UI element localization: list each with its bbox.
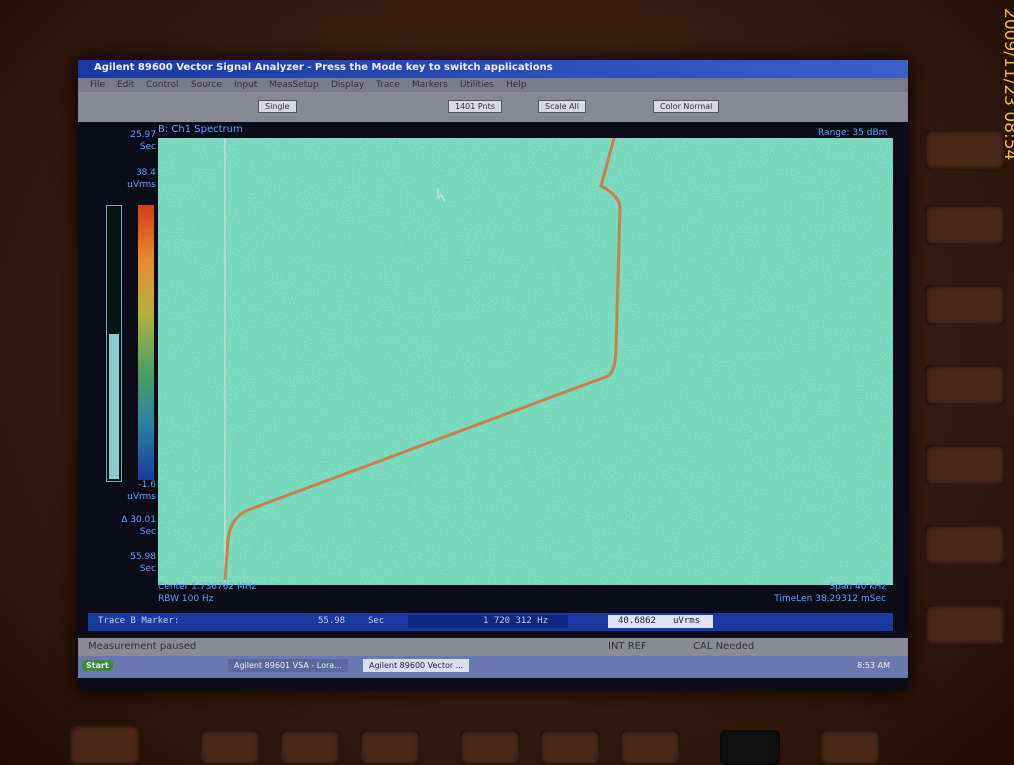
side-key: [925, 445, 1005, 485]
level-bar: [106, 205, 122, 482]
toolbar-control[interactable]: Single: [258, 100, 297, 113]
front-key: [280, 730, 340, 765]
menu-item[interactable]: MeasSetup: [269, 80, 319, 90]
menu-item[interactable]: File: [90, 80, 105, 90]
side-key: [925, 205, 1005, 245]
marker-time-unit: Sec: [368, 616, 384, 626]
side-key: [925, 605, 1005, 645]
side-key: [925, 285, 1005, 325]
axis-label: Sec: [140, 564, 156, 574]
axis-label: 55.98: [130, 552, 156, 562]
toolbar-control[interactable]: Scale All: [538, 100, 586, 113]
marker-bar: Trace B Marker: 55.98 Sec 1 720 312 Hz 4…: [88, 613, 893, 631]
toolbar-control[interactable]: Color Normal: [653, 100, 719, 113]
status-ref: INT REF: [608, 641, 647, 652]
axis-label: Sec: [140, 142, 156, 152]
timelen-label: TimeLen 38.29312 mSec: [774, 594, 886, 604]
axis-label: 38.4: [136, 168, 156, 178]
timestamp: 2009/11/23 08:54: [1000, 8, 1014, 160]
menu-bar: File Edit Control Source Input MeasSetup Displ…: [78, 78, 908, 92]
noise: [158, 138, 893, 585]
axis-label: -1.6: [138, 480, 156, 490]
side-key: [925, 525, 1005, 565]
span-label: Span 40 kHz: [829, 582, 886, 592]
axis-label: uVrms: [127, 492, 156, 502]
marker-value-unit: uVrms: [673, 616, 700, 626]
front-key: [820, 730, 880, 765]
axis-label: 25.97: [130, 130, 156, 140]
menu-item[interactable]: Markers: [412, 80, 448, 90]
menu-item[interactable]: Trace: [376, 80, 400, 90]
screen: Agilent 89600 Vector Signal Analyzer - P…: [78, 60, 908, 690]
rbw-label: RBW 100 Hz: [158, 594, 213, 604]
window-title: Agilent 89600 Vector Signal Analyzer - P…: [94, 62, 553, 73]
side-key: [925, 365, 1005, 405]
range-label: Range: 35 dBm: [818, 128, 887, 138]
toolbar-control[interactable]: 1401 Pnts: [448, 100, 502, 113]
axis-label: Sec: [140, 527, 156, 537]
toolbar: Single 1401 Pnts Scale All Color Normal: [78, 92, 908, 122]
level-fill: [109, 334, 119, 479]
menu-item[interactable]: Source: [191, 80, 222, 90]
menu-item[interactable]: Utilities: [460, 80, 494, 90]
start-button[interactable]: Start: [82, 660, 113, 671]
marker-freq: 1 720 312 Hz: [483, 616, 548, 626]
status-bar: Measurement paused INT REF CAL Needed: [78, 638, 908, 656]
front-key: [460, 730, 520, 765]
menu-item[interactable]: Input: [234, 80, 257, 90]
axis-label: Δ 30.01: [121, 515, 156, 525]
front-key: [540, 730, 600, 765]
side-key: [925, 130, 1005, 170]
taskbar: Start 8:53 AM Agilent 89601 VSA - Lora..…: [78, 656, 908, 678]
front-key: [360, 730, 420, 765]
marker-label: Trace B Marker:: [98, 616, 179, 626]
status-cal: CAL Needed: [693, 641, 754, 652]
title-bar: Agilent 89600 Vector Signal Analyzer - P…: [78, 60, 908, 78]
menu-item[interactable]: Control: [146, 80, 179, 90]
photo: Agilent 89600 Vector Signal Analyzer - P…: [0, 0, 1014, 765]
axis-label: uVrms: [127, 180, 156, 190]
menu-item[interactable]: Display: [331, 80, 364, 90]
front-key: [620, 730, 680, 765]
front-key: [70, 725, 140, 765]
task-button[interactable]: Agilent 89600 Vector ...: [363, 659, 469, 672]
center-label: Center 1.736762 MHz: [158, 582, 256, 592]
marker-time: 55.98: [318, 616, 345, 626]
color-scale: [138, 205, 154, 480]
status-message: Measurement paused: [88, 641, 196, 652]
trace-label: B: Ch1 Spectrum: [158, 124, 243, 135]
front-key: [200, 730, 260, 765]
task-button[interactable]: Agilent 89601 VSA - Lora...: [228, 659, 348, 672]
menu-item[interactable]: Edit: [117, 80, 134, 90]
menu-item[interactable]: Help: [506, 80, 527, 90]
spectrogram: [158, 138, 893, 585]
clock: 8:53 AM: [857, 661, 890, 670]
front-key: [720, 730, 780, 765]
marker-value: 40.6862: [618, 616, 656, 626]
